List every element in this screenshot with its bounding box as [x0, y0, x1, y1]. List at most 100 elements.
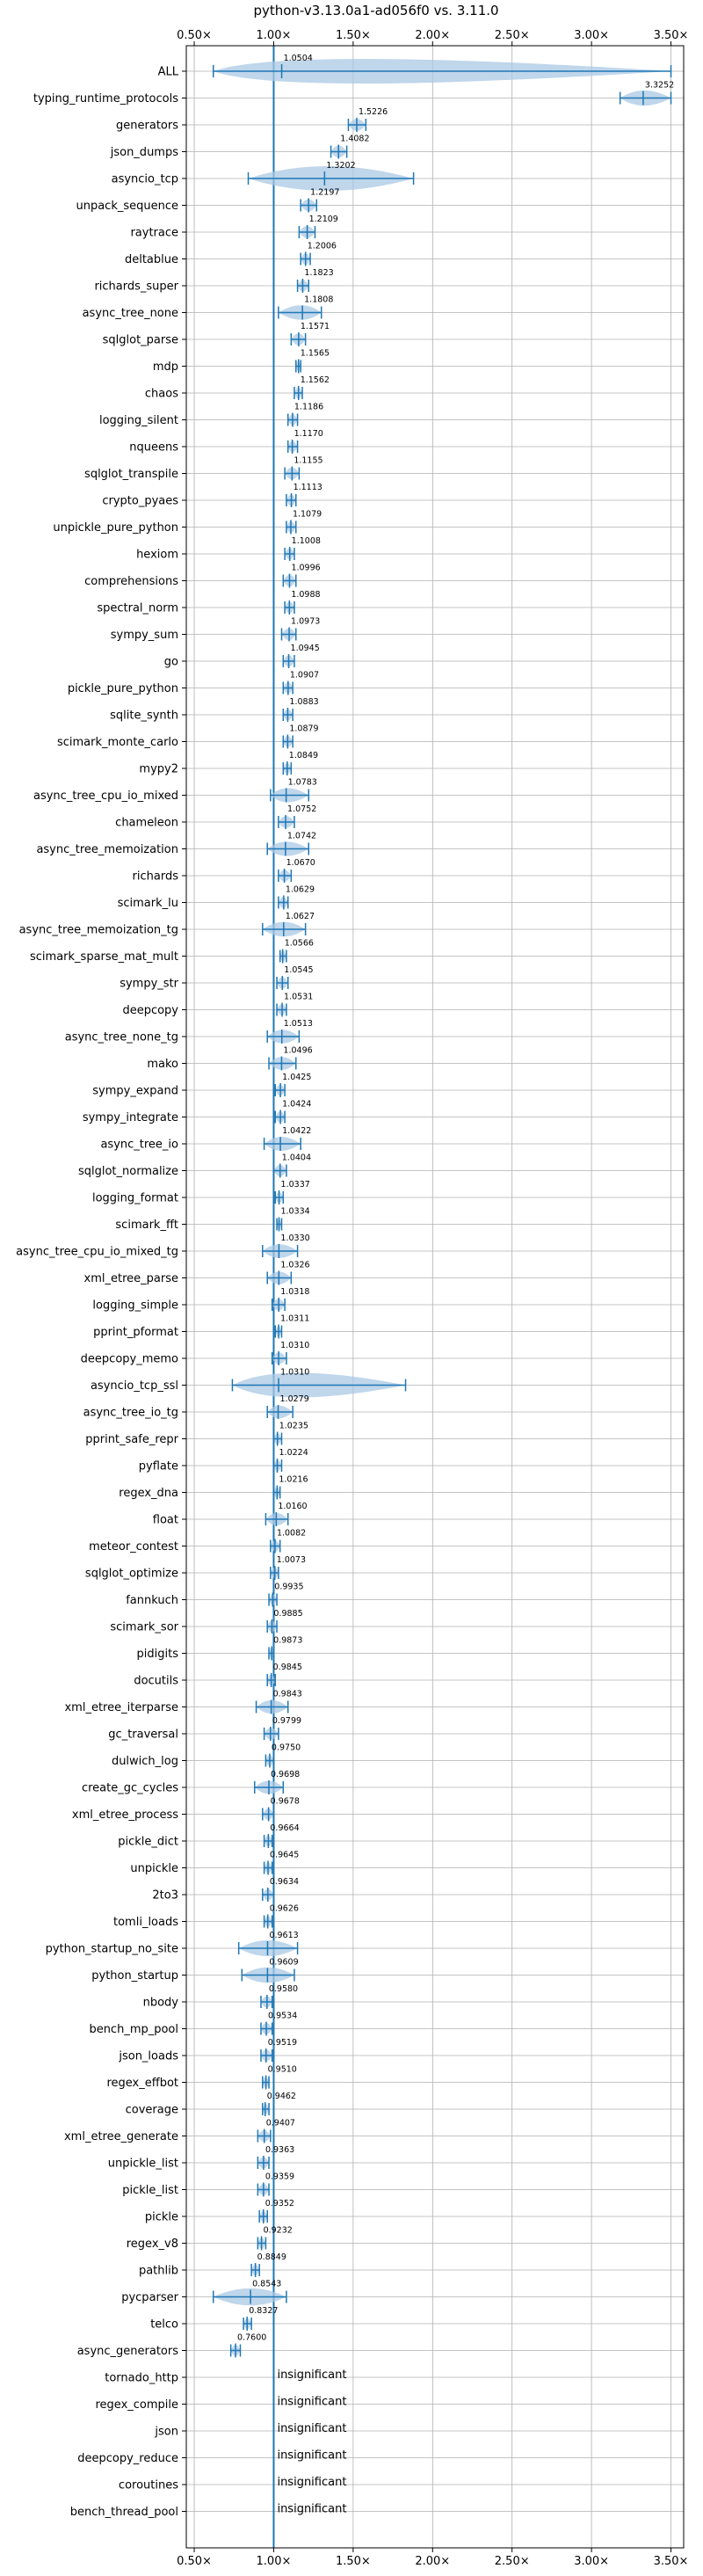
x-tick-label-bottom: 1.50×	[336, 2555, 371, 2568]
category-label: async_tree_none_tg	[65, 1031, 178, 1044]
value-label: 0.9750	[272, 1743, 301, 1753]
value-label: 0.9799	[272, 1716, 301, 1726]
value-label: 1.2109	[309, 215, 338, 224]
category-label: chaos	[145, 388, 178, 401]
category-label: async_tree_io_tg	[83, 1407, 178, 1420]
category-label: pyflate	[139, 1460, 178, 1474]
category-label: python_startup	[91, 1969, 178, 1983]
value-label: 0.9510	[268, 2065, 297, 2075]
category-label: sqlglot_parse	[103, 334, 178, 347]
value-label: 1.1079	[293, 510, 322, 520]
value-label: 1.0318	[280, 1287, 309, 1297]
value-label: 1.1113	[294, 483, 323, 492]
category-label: meteor_contest	[89, 1540, 178, 1554]
value-label: 1.3202	[326, 161, 355, 171]
category-label: bench_mp_pool	[89, 2023, 178, 2036]
value-label: 0.9678	[271, 1797, 300, 1807]
value-label: 1.0883	[289, 697, 318, 707]
value-label: 0.9664	[270, 1823, 299, 1833]
category-label: asyncio_tcp_ssl	[91, 1379, 178, 1393]
value-label: 1.0783	[288, 778, 317, 788]
value-label: 0.9645	[270, 1851, 299, 1860]
value-label: 0.8849	[257, 2252, 286, 2262]
value-label: 1.1008	[292, 536, 321, 546]
x-tick-label-top: 0.50×	[177, 29, 212, 42]
category-label: sqlite_synth	[110, 709, 178, 723]
category-label: json	[154, 2426, 178, 2439]
value-label: 0.8543	[252, 2280, 281, 2289]
value-label: 1.0424	[282, 1100, 311, 1110]
category-label: deepcopy_reduce	[77, 2452, 178, 2465]
value-label: 1.0513	[284, 1019, 313, 1029]
category-label: async_tree_memoization	[36, 843, 178, 856]
value-label: 1.0235	[279, 1422, 308, 1431]
category-label: python_startup_no_site	[46, 1943, 178, 1956]
category-label: mypy2	[139, 763, 178, 776]
category-label: pickle_pure_python	[68, 682, 178, 695]
value-label: 1.0310	[280, 1341, 309, 1350]
insignificant-label: insignificant	[277, 2449, 346, 2463]
category-label: sympy_str	[120, 978, 178, 991]
category-label: regex_dna	[119, 1487, 178, 1500]
category-label: json_loads	[118, 2050, 178, 2063]
category-label: asyncio_tcp	[112, 173, 178, 186]
value-label: 1.0849	[289, 751, 318, 760]
value-label: 1.1186	[294, 403, 323, 412]
category-label: scimark_sparse_mat_mult	[30, 950, 178, 964]
value-label: 1.1562	[301, 375, 330, 385]
value-label: 0.9363	[265, 2145, 294, 2155]
value-label: 1.1808	[304, 295, 333, 305]
x-tick-label-top: 3.50×	[654, 29, 689, 42]
value-label: 1.0425	[282, 1073, 311, 1082]
labels-layer: 0.50× 0.50× 1.00× 1.00× 1.50× 1.50× 2.00× 2.00×…	[16, 29, 688, 2568]
x-tick-label-top: 2.50×	[495, 29, 530, 42]
value-label: 0.9534	[268, 2012, 297, 2021]
grid-layer	[182, 41, 684, 2552]
category-label: go	[164, 656, 178, 669]
value-label: 0.9407	[266, 2119, 295, 2128]
category-label: scimark_fft	[115, 1219, 178, 1232]
category-label: typing_runtime_protocols	[33, 92, 178, 106]
value-label: 1.0996	[291, 564, 320, 573]
value-label: 1.4082	[340, 135, 369, 144]
value-label: 0.9634	[270, 1877, 299, 1887]
x-tick-label-bottom: 2.50×	[495, 2555, 530, 2568]
category-label: xml_etree_parse	[84, 1272, 178, 1285]
insignificant-label: insignificant	[277, 2422, 346, 2435]
value-label: 1.0224	[279, 1448, 308, 1458]
category-label: async_generators	[77, 2345, 179, 2358]
category-label: deepcopy	[122, 1004, 178, 1017]
category-label: pickle	[145, 2211, 178, 2224]
category-label: crypto_pyaes	[102, 495, 178, 508]
value-label: 1.0326	[280, 1261, 309, 1270]
value-label: 0.9609	[269, 1958, 298, 1968]
value-label: 1.1823	[304, 268, 333, 278]
value-label: 0.9359	[265, 2172, 294, 2182]
value-label: 1.0742	[287, 832, 316, 841]
category-label: logging_format	[92, 1192, 178, 1205]
category-label: pycparser	[121, 2291, 178, 2304]
value-label: 0.7600	[237, 2333, 266, 2343]
marks-layer	[212, 46, 672, 2548]
x-tick-label-top: 2.00×	[415, 29, 450, 42]
plot-frame	[185, 45, 685, 2549]
insignificant-label: insignificant	[277, 2503, 346, 2516]
category-label: xml_etree_process	[72, 1808, 178, 1822]
value-label: 1.0082	[277, 1529, 306, 1539]
category-label: coroutines	[119, 2479, 178, 2492]
value-label: 1.2006	[308, 242, 337, 251]
category-label: pprint_pformat	[93, 1326, 178, 1339]
value-label: 1.0216	[279, 1475, 308, 1485]
x-tick-label-top: 1.50×	[336, 29, 371, 42]
insignificant-label: insignificant	[277, 2476, 346, 2489]
x-tick-label-top: 1.00×	[257, 29, 292, 42]
value-label: 0.9580	[269, 1984, 298, 1994]
x-tick-label-bottom: 1.00×	[257, 2555, 292, 2568]
category-label: spectral_norm	[97, 602, 178, 615]
value-label: 0.8327	[249, 2306, 278, 2316]
value-label: 1.1170	[294, 429, 323, 439]
category-label: async_tree_none	[83, 307, 178, 320]
value-label: 0.9885	[273, 1609, 302, 1619]
value-label: 0.9626	[270, 1904, 299, 1914]
